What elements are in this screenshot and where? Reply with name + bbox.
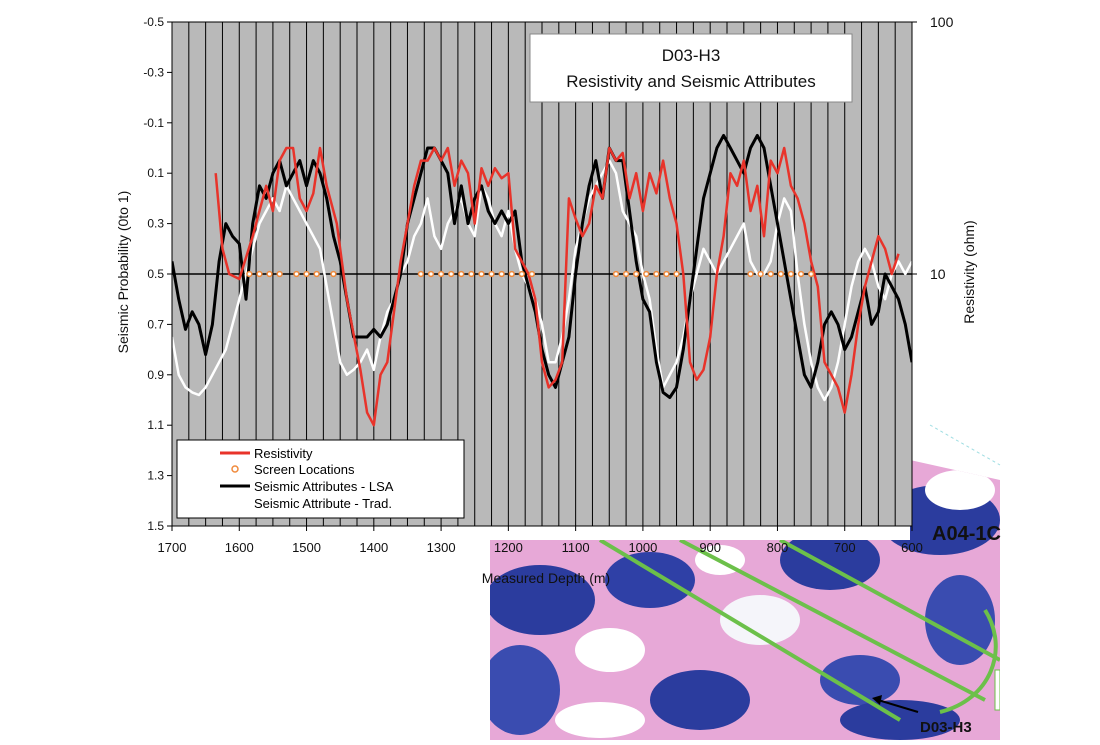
map-edge [929,424,1001,466]
screen-location-marker [293,270,300,278]
well-pointer [872,695,919,713]
x-tick-label: 1600 [225,540,254,555]
x-tick-label: 1400 [359,540,388,555]
y-tick-label-right: 100 [930,14,954,30]
x-tick-label: 1000 [628,540,657,555]
y-axis-left-label: Seismic Probability (0to 1) [115,191,131,354]
x-axis: 1700 1600 1500 1400 1300 1200 1100 1000 900 800 70… [158,526,923,555]
y-tick-label-left: 1.1 [147,418,164,432]
screen-location-marker [643,270,650,278]
y-tick-label-left: 0.3 [147,217,164,231]
x-tick-label: 900 [699,540,721,555]
y-tick-label-left: 0.9 [147,368,164,382]
screen-location-marker [673,270,680,278]
x-tick-label: 700 [834,540,856,555]
screen-location-marker [653,270,660,278]
screen-location-marker [777,270,784,278]
screen-location-marker [663,270,670,278]
legend-label-screens: Screen Locations [254,462,355,477]
screen-location-marker [303,270,310,278]
screen-location-marker [498,270,505,278]
x-tick-label: 1200 [494,540,523,555]
x-tick-label: 1500 [292,540,321,555]
screen-location-marker [266,270,273,278]
screen-location-marker [478,270,485,278]
y-axis-right: 100 10 [912,14,954,282]
y-tick-label-left: 0.5 [147,267,164,281]
screen-location-marker [508,270,515,278]
y-tick-label-left: 0.7 [147,317,164,331]
screen-location-marker [622,270,630,278]
well-trajectory-lines [598,538,1000,722]
y-tick-label-left: 0.1 [147,166,164,180]
x-tick-label: 600 [901,540,923,555]
legend-label-resistivity: Resistivity [254,446,313,461]
series-layer [172,133,912,427]
screen-location-marker [458,270,465,278]
screen-location-marker [807,270,815,278]
y-axis-right-label: Resistivity (ohm) [961,220,977,323]
screen-location-marker [448,270,455,278]
block-label: A04-1C [932,523,1001,545]
y-axis-left: -0.5 -0.3 -0.1 0.1 0.3 0.5 0.7 0.9 1.1 1.3 1.5 [143,15,172,533]
title-box: D03-H3 Resistivity and Seismic Attribute… [529,33,853,103]
y-tick-label-left: -0.5 [143,15,164,29]
screen-location-marker [246,270,253,278]
screen-location-marker [633,270,640,278]
chart-subtitle: Resistivity and Seismic Attributes [566,72,815,91]
series-line-seismic-attribute-trad [172,159,912,402]
legend: Resistivity Screen Locations Seismic Att… [176,439,465,519]
legend-label-lsa: Seismic Attributes - LSA [254,479,394,494]
y-tick-label-left: 1.3 [147,469,164,483]
screen-location-marker [330,270,337,278]
screen-location-marker [427,270,435,278]
screen-location-marker [612,270,620,278]
screen-location-marker [767,270,774,278]
screen-location-marker [797,270,805,278]
x-tick-label: 1300 [427,540,456,555]
screen-location-marker [787,270,795,278]
legend-label-trad: Seismic Attribute - Trad. [254,496,392,511]
y-tick-label-left: 1.5 [147,519,164,533]
screen-location-marker [313,270,320,278]
screen-location-marker [488,270,495,278]
screen-location-marker [468,270,475,278]
series-line-resistivity [214,146,900,427]
screen-location-marker [747,270,754,278]
screen-location-marker [528,270,536,278]
legend-swatch-screens [231,465,239,473]
screen-location-marker [256,270,263,278]
x-tick-label: 800 [767,540,789,555]
chart-title: D03-H3 [662,46,721,65]
y-tick-label-left: -0.1 [143,116,164,130]
screen-location-marker [276,270,283,278]
screen-location-marker [437,270,445,278]
x-tick-label: 1100 [562,540,590,555]
screen-location-marker [518,270,525,278]
screen-location-marker [417,270,425,278]
screen-locations [246,270,815,278]
y-tick-label-right: 10 [930,266,946,282]
y-tick-label-left: -0.3 [143,65,164,79]
x-axis-label: Measured Depth (m) [482,570,610,586]
screen-location-marker [757,270,764,278]
well-label: D03-H3 [920,719,972,736]
x-tick-label: 1700 [158,540,187,555]
well-trajectory-curve [939,608,998,714]
